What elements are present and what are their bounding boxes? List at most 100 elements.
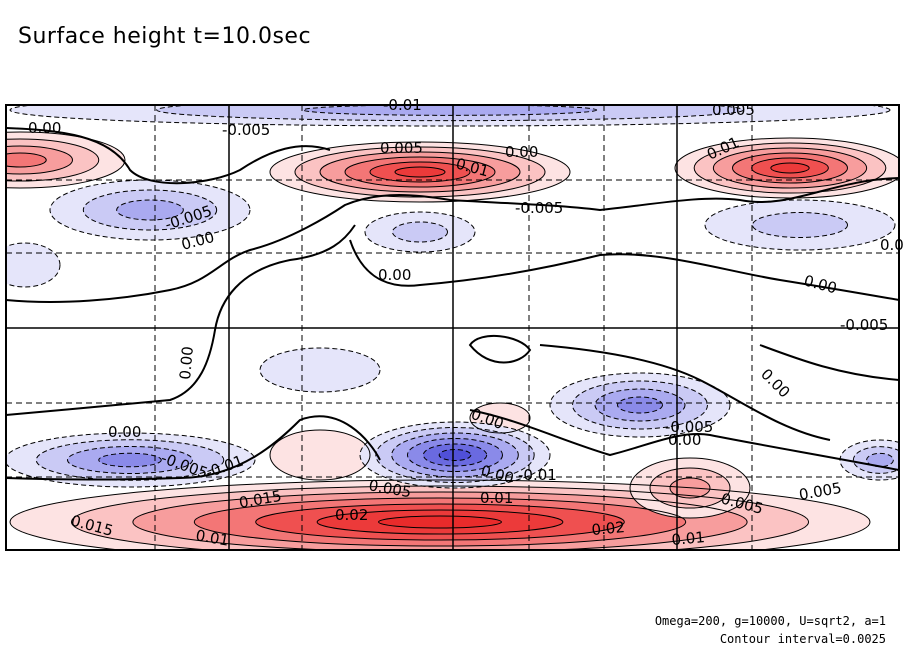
negative-cell-right-edge-contour-2 bbox=[852, 446, 899, 474]
positive-cell-upper-left-level-4 bbox=[6, 153, 47, 167]
negative-cell-lower-center-contour-1 bbox=[359, 421, 551, 489]
contour-label: -0.005 bbox=[515, 199, 563, 217]
negative-cell-lower-center-level-6 bbox=[439, 449, 471, 461]
positive-cell-upper-right-contour-2 bbox=[693, 142, 887, 194]
positive-bump-lower-left-contour-1 bbox=[269, 429, 371, 481]
contour-label: 0.00 bbox=[108, 423, 141, 441]
zero-contour-6 bbox=[759, 344, 899, 381]
negative-cell-upper-center-contour-2 bbox=[392, 221, 448, 243]
positive-jet-lower-contour-1 bbox=[9, 479, 871, 550]
negative-cell-lower-center-contour-3 bbox=[391, 432, 519, 478]
negative-band-top-contour-1 bbox=[9, 105, 891, 127]
contour-label: 0.005 bbox=[712, 101, 755, 119]
filled-contours bbox=[6, 105, 899, 550]
zero-contour-7 bbox=[6, 415, 381, 481]
contour-label: 0.005 bbox=[798, 479, 843, 504]
negative-cell-lower-center-contour-5 bbox=[422, 443, 488, 467]
zero-contour-9 bbox=[539, 344, 831, 441]
negative-cell-lower-left-contour-3 bbox=[67, 446, 193, 474]
negative-cell-right-edge-level-3 bbox=[866, 453, 894, 467]
positive-cell-upper-left-contour-4 bbox=[6, 152, 47, 168]
positive-cell-upper-right-contour-4 bbox=[732, 152, 848, 184]
negative-cell-lower-left-contour-1 bbox=[6, 432, 256, 488]
contour-lines bbox=[6, 105, 899, 550]
contour-label: -0.01 bbox=[518, 466, 557, 484]
negative-weak-center-contour-1 bbox=[259, 347, 381, 393]
positive-cell-upper-left-contour-1 bbox=[6, 131, 126, 189]
contour-label: 0.00 bbox=[505, 143, 538, 161]
positive-jet-lower-level-7 bbox=[378, 516, 502, 528]
positive-jet-lower-contour-7 bbox=[378, 515, 502, 529]
positive-cell-upper-left-contour-3 bbox=[6, 145, 73, 175]
positive-bump-lower-right-contour-1 bbox=[629, 457, 751, 519]
positive-cell-upper-right-contour-3 bbox=[712, 147, 868, 189]
negative-cell-upper-center-contour-1 bbox=[364, 211, 476, 253]
positive-cell-upper-right-contour-6 bbox=[770, 162, 810, 174]
positive-cell-upper-center-contour-4 bbox=[344, 156, 496, 188]
negative-cell-lower-left-contour-4 bbox=[98, 452, 162, 468]
negative-cell-upper-right-contour-2 bbox=[752, 212, 848, 238]
positive-bump-lower-right-contour-2 bbox=[649, 467, 731, 509]
positive-jet-lower-contour-6 bbox=[316, 509, 564, 535]
negative-cell-lower-center-contour-4 bbox=[407, 438, 503, 472]
negative-cell-upper-left-level-3 bbox=[116, 200, 184, 220]
negative-cell-lower-right-contour-3 bbox=[594, 388, 686, 422]
positive-cell-upper-center-contour-5 bbox=[369, 161, 471, 183]
contour-label: 0.01 bbox=[480, 489, 513, 507]
contour-label: 0.00 bbox=[176, 346, 197, 381]
negative-cell-lower-right-contour-2 bbox=[572, 380, 708, 430]
grid-lines bbox=[6, 105, 899, 550]
negative-cell-lower-left-contour-2 bbox=[35, 439, 225, 481]
zero-contour-3 bbox=[6, 224, 356, 416]
contour-label: 0.00 bbox=[378, 266, 411, 284]
positive-cell-upper-left-contour-2 bbox=[6, 138, 100, 182]
negative-cell-lower-right-level-4 bbox=[617, 397, 663, 413]
contour-label: 0.00 bbox=[668, 431, 701, 449]
contour-label: 0.005 bbox=[380, 139, 423, 157]
negative-band-top-level-3 bbox=[303, 105, 597, 116]
positive-bump-lower-right-contour-3 bbox=[669, 477, 711, 499]
negative-cell-lower-left-level-4 bbox=[98, 453, 162, 467]
contour-label: -0.005 bbox=[665, 418, 713, 436]
zero-contour-4 bbox=[349, 239, 899, 301]
contour-label: 0.01 bbox=[194, 526, 230, 550]
contour-label: -0.005 bbox=[222, 121, 270, 139]
negative-cell-lower-right-contour-1 bbox=[549, 372, 731, 438]
contour-label: -0.005 bbox=[840, 316, 888, 334]
contour-label: 0.00 bbox=[28, 119, 61, 137]
plot-frame bbox=[5, 104, 900, 551]
positive-cell-upper-center-level-6 bbox=[395, 167, 445, 177]
positive-cell-upper-center-contour-6 bbox=[394, 166, 446, 178]
negative-band-top-contour-3 bbox=[302, 105, 598, 116]
negative-cell-upper-right-level-2 bbox=[752, 212, 848, 238]
chart-title: Surface height t=10.0sec bbox=[18, 24, 312, 49]
contour-label: 0.02 bbox=[591, 518, 626, 539]
positive-jet-lower-contour-5 bbox=[255, 503, 625, 541]
contour-label: 0.01 bbox=[671, 528, 706, 549]
positive-jet-lower-contour-4 bbox=[193, 497, 687, 547]
contour-label: -0.01 bbox=[383, 96, 422, 114]
zero-contour-2 bbox=[6, 177, 899, 303]
contour-label: 0.02 bbox=[335, 506, 368, 524]
negative-weak-left-edge-level-1 bbox=[6, 243, 60, 287]
zero-contour-5 bbox=[468, 334, 532, 364]
positive-cell-upper-center-contour-1 bbox=[269, 141, 571, 203]
parameter-note: Omega=200, g=10000, U=sqrt2, a=1 bbox=[654, 614, 886, 628]
positive-jet-lower-contour-3 bbox=[132, 491, 748, 550]
negative-band-top-contour-2 bbox=[156, 105, 744, 122]
negative-cell-upper-center-level-2 bbox=[392, 222, 448, 242]
negative-cell-lower-right-contour-4 bbox=[617, 396, 663, 414]
negative-cell-upper-left-contour-2 bbox=[82, 189, 218, 231]
negative-cell-upper-right-contour-1 bbox=[704, 199, 896, 251]
negative-cell-lower-center-contour-6 bbox=[438, 449, 472, 461]
negative-cell-upper-left-contour-3 bbox=[116, 199, 184, 221]
positive-cell-upper-right-level-6 bbox=[770, 163, 810, 173]
contour-interval-note: Contour interval=0.0025 bbox=[719, 632, 886, 646]
contour-label: 0.00 bbox=[757, 365, 793, 401]
contour-label: 0.00 bbox=[880, 236, 904, 254]
positive-bump-lower-left-level-1 bbox=[270, 430, 370, 480]
negative-cell-lower-center-contour-2 bbox=[375, 427, 535, 483]
zero-contour-1 bbox=[6, 127, 331, 185]
negative-weak-left-edge-contour-1 bbox=[6, 242, 61, 288]
